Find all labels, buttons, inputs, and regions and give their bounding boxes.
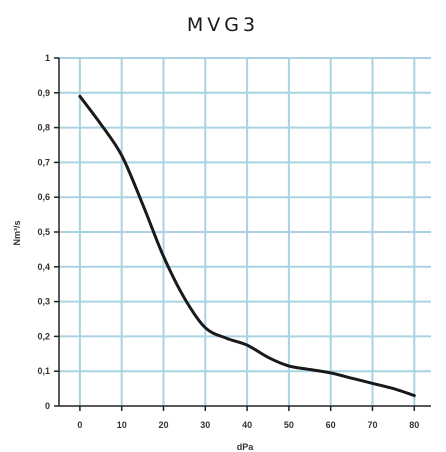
x-tick-label: 40	[242, 420, 252, 430]
y-tick-label: 0,1	[37, 366, 50, 376]
y-tick-label: 0,2	[37, 331, 50, 341]
y-tick-label: 0,9	[37, 88, 50, 98]
y-tick-label: 0	[45, 401, 50, 411]
series-line	[78, 94, 416, 398]
x-tick-label: 20	[158, 420, 168, 430]
x-tick-label: 10	[117, 420, 127, 430]
x-tick-label: 70	[367, 420, 377, 430]
x-tick-label: 50	[284, 420, 294, 430]
x-tick-label: 30	[200, 420, 210, 430]
y-tick-label: 1	[45, 53, 50, 63]
series-layer	[78, 94, 416, 398]
y-tick-label: 0,4	[37, 262, 50, 272]
x-tick-label: 60	[326, 420, 336, 430]
chart-title: MVG3	[186, 14, 260, 36]
x-tick-label: 0	[77, 420, 82, 430]
x-tick-label: 80	[409, 420, 419, 430]
y-tick-label: 0,3	[37, 297, 50, 307]
y-tick-label: 0,7	[37, 157, 50, 167]
y-tick-label: 0,8	[37, 123, 50, 133]
y-axis-label: Nm³/s	[12, 220, 22, 245]
ticks-layer: 00,10,20,30,40,50,60,70,80,910 10 20 30 40 50…	[37, 53, 419, 430]
y-tick-label: 0,6	[37, 192, 50, 202]
x-axis-label: dPa	[237, 442, 255, 452]
y-tick-label: 0,5	[37, 227, 50, 237]
grid-layer	[59, 57, 431, 406]
